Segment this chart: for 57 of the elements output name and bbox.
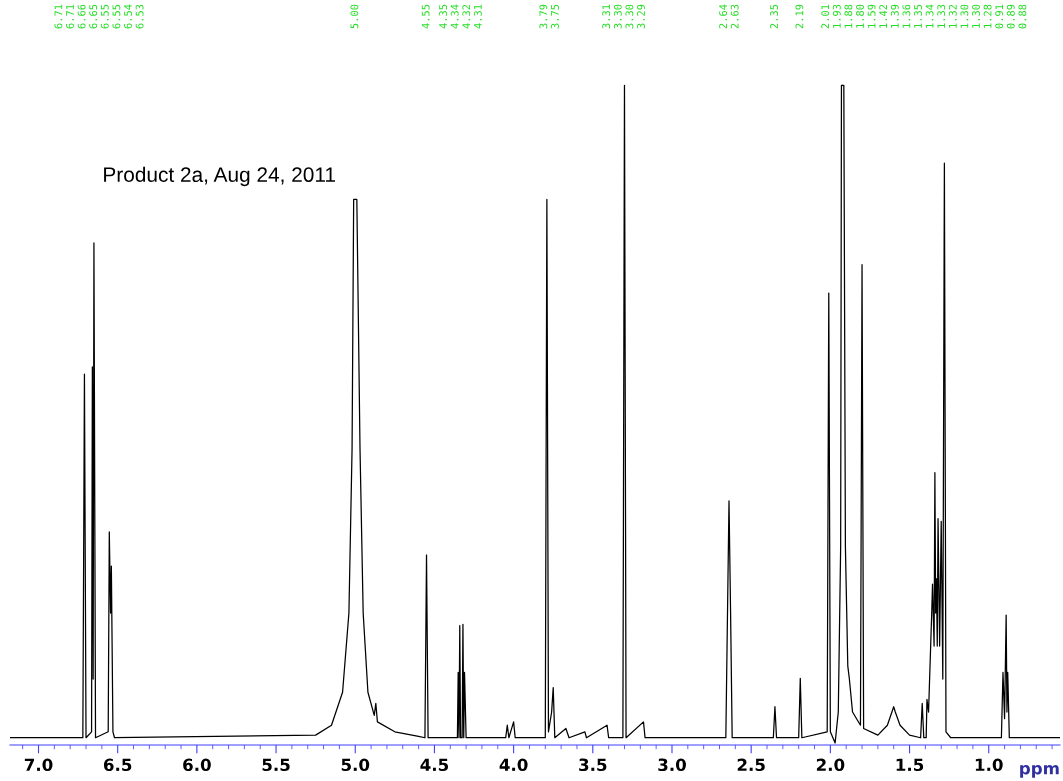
x-tick-label: 1.0 bbox=[975, 758, 1003, 772]
text: 3.75 bbox=[551, 4, 559, 29]
text: Product 2a, Aug 24, 2011 bbox=[104, 166, 335, 187]
text: 1.33 bbox=[937, 4, 946, 28]
text: 1.30 bbox=[960, 4, 969, 28]
text: 2.64 bbox=[719, 4, 728, 29]
x-tick-label: 2.0 bbox=[816, 758, 845, 772]
x-tick-label: 3.5 bbox=[579, 758, 607, 772]
text: 6.55 bbox=[100, 4, 109, 29]
x-axis-title: ppm bbox=[1020, 764, 1059, 778]
text: 0.88 bbox=[1018, 4, 1027, 29]
text: 1.34 bbox=[925, 4, 934, 28]
text: 4.31 bbox=[473, 4, 482, 29]
text: 2.01 bbox=[821, 4, 830, 29]
text: 5.00 bbox=[350, 4, 359, 29]
text: 4.55 bbox=[421, 4, 430, 29]
text: 6.65 bbox=[89, 4, 98, 29]
text: 1.32 bbox=[948, 4, 957, 28]
text: 1.59 bbox=[867, 4, 876, 28]
text: 1.42 bbox=[879, 4, 887, 28]
text: 2.19 bbox=[795, 4, 804, 29]
text: 3.29 bbox=[637, 4, 645, 29]
text: 6.71 bbox=[66, 4, 74, 29]
text: 1.36 bbox=[902, 4, 911, 28]
text: 1.30 bbox=[972, 4, 980, 28]
text: 4.34 bbox=[450, 4, 459, 29]
x-tick-label: 3.0 bbox=[658, 758, 686, 772]
x-tick-label: 2.5 bbox=[737, 758, 765, 772]
x-tick-label: 6.0 bbox=[183, 758, 211, 772]
x-tick-label: 5.5 bbox=[262, 758, 290, 772]
text: 1.80 bbox=[856, 4, 864, 28]
text: 6.71 bbox=[54, 4, 63, 29]
x-tick-label: 1.5 bbox=[896, 758, 924, 772]
text: 4.35 bbox=[439, 4, 448, 29]
x-tick-label: 6.5 bbox=[103, 758, 132, 772]
text: 3.31 bbox=[602, 4, 611, 29]
text: 6.66 bbox=[77, 4, 86, 29]
x-tick-label: 5.0 bbox=[341, 758, 370, 772]
text: 3.30 bbox=[613, 4, 622, 29]
text: 6.54 bbox=[124, 4, 132, 29]
text: 1.28 bbox=[983, 4, 992, 28]
text: 6.53 bbox=[135, 4, 144, 29]
text: 3.30 bbox=[625, 4, 634, 29]
text: 2.35 bbox=[770, 4, 778, 29]
text: 2.63 bbox=[730, 4, 739, 29]
text: 1.35 bbox=[914, 4, 922, 28]
x-tick-label: 4.5 bbox=[420, 758, 449, 772]
text: 1.88 bbox=[844, 4, 853, 28]
text: 1.93 bbox=[832, 4, 841, 28]
text: 4.32 bbox=[462, 4, 471, 29]
x-tick-label: 7.0 bbox=[24, 758, 53, 772]
text: 1.39 bbox=[890, 4, 899, 28]
x-tick-label: 4.0 bbox=[499, 758, 528, 772]
text: 0.89 bbox=[1006, 4, 1015, 29]
text: 6.55 bbox=[112, 4, 121, 29]
text: 0.91 bbox=[995, 4, 1004, 29]
text: 3.79 bbox=[539, 4, 548, 29]
